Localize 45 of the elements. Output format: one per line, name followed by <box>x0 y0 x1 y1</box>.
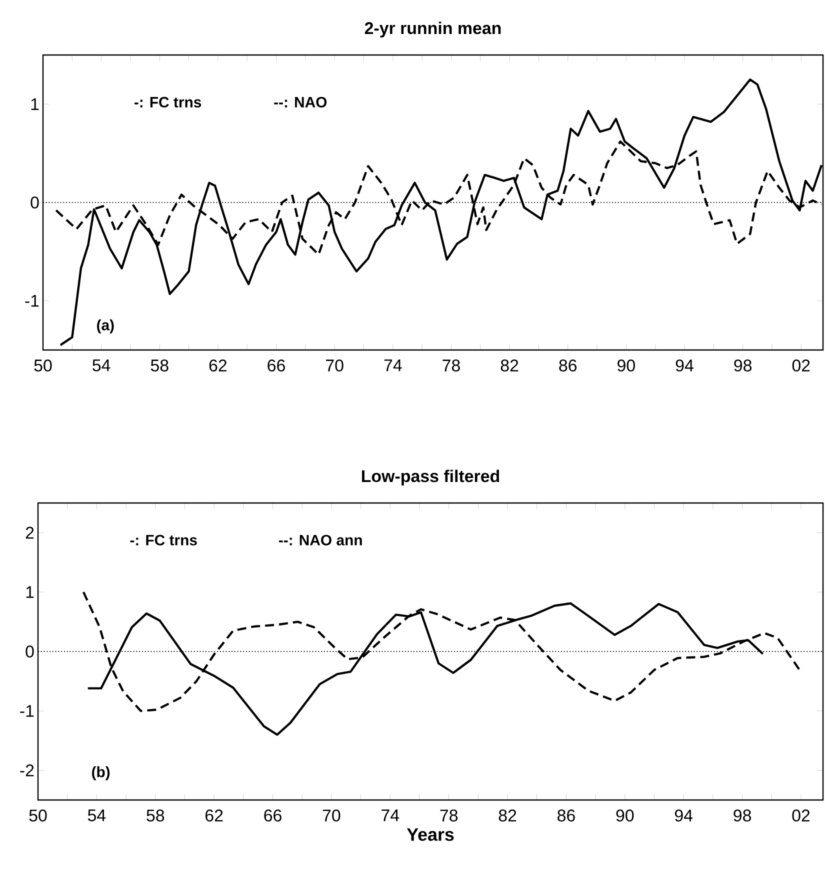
x-tick-label: 78 <box>440 810 458 822</box>
y-tick-label: 1 <box>31 98 39 110</box>
x-tick-label: 66 <box>264 810 282 822</box>
y-tick-label: -1 <box>20 705 34 717</box>
x-tick-label: 74 <box>382 810 400 822</box>
y-tick-label: -2 <box>20 764 34 776</box>
annotation: -: FC trns <box>130 534 197 546</box>
x-tick-label: 74 <box>384 360 402 372</box>
chart-title: 2-yr runnin mean <box>364 22 501 38</box>
x-tick-label: 50 <box>34 360 52 372</box>
annotation: (a) <box>97 319 114 334</box>
annotation: --: NAO ann <box>278 534 362 546</box>
y-tick-label: 0 <box>26 646 34 658</box>
x-tick-label: 98 <box>734 360 752 372</box>
x-tick-label: 86 <box>559 360 577 372</box>
x-tick-label: 70 <box>326 360 344 372</box>
y-tick-label: 2 <box>26 526 34 539</box>
x-tick-label: 62 <box>209 360 227 372</box>
x-tick-label: 62 <box>206 810 223 822</box>
annotation: --: NAO <box>274 96 327 108</box>
annotation: -: FC trns <box>134 96 202 108</box>
x-tick-label: 94 <box>675 810 693 822</box>
x-tick-label: 02 <box>792 360 810 372</box>
x-tick-label: 82 <box>500 360 518 372</box>
x-tick-label: 90 <box>616 810 634 822</box>
x-tick-label: 78 <box>442 360 460 372</box>
x-tick-label: 70 <box>322 810 340 822</box>
x-tick-label: 02 <box>792 810 810 822</box>
x-tick-label: 54 <box>92 360 110 372</box>
x-tick-label: 66 <box>268 360 285 372</box>
x-tick-label: 58 <box>146 810 164 822</box>
x-tick-label: 58 <box>150 360 168 372</box>
x-tick-label: 98 <box>734 810 751 822</box>
x-axis-title: Years <box>406 828 454 841</box>
x-tick-label: 86 <box>558 810 575 822</box>
annotation: (b) <box>92 766 110 780</box>
x-tick-label: 54 <box>88 810 106 822</box>
chart-title: Low-pass filtered <box>362 470 500 486</box>
x-tick-label: 94 <box>676 360 694 372</box>
x-tick-label: 50 <box>29 810 47 822</box>
y-tick-label: 1 <box>26 586 34 598</box>
y-tick-label: 0 <box>30 196 39 208</box>
x-tick-label: 90 <box>618 360 635 372</box>
x-tick-label: 82 <box>498 810 516 822</box>
y-tick-label: -1 <box>25 294 39 307</box>
